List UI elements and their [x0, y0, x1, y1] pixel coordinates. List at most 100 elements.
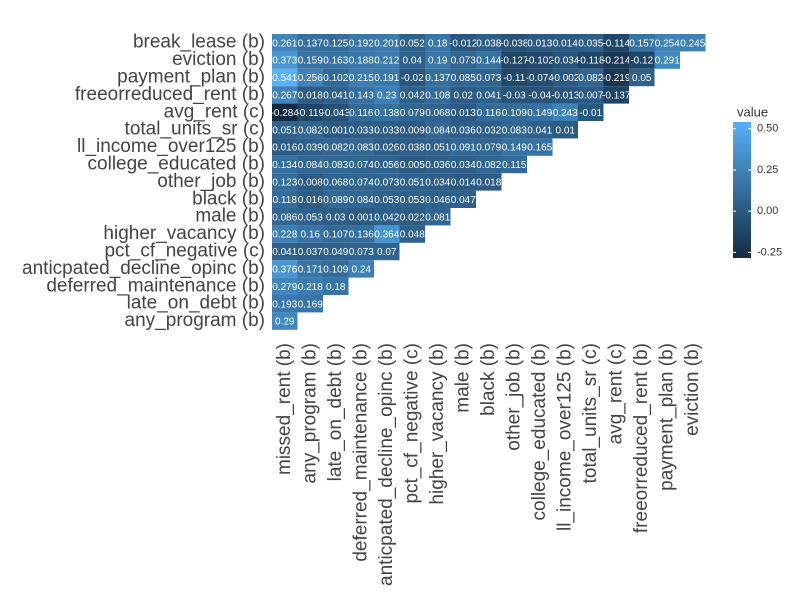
cell-label: 0.056 — [374, 160, 399, 171]
cell-label: 0.014 — [451, 178, 476, 189]
cell-label: 0.143 — [349, 91, 374, 102]
cell — [425, 103, 451, 121]
cell-label: 0.01 — [556, 125, 576, 136]
cell — [552, 121, 578, 139]
column-label: avg_rent (c) — [605, 343, 626, 444]
cell — [272, 86, 298, 104]
cell — [297, 277, 323, 295]
cell — [348, 190, 374, 208]
cell-label: 0.074 — [349, 160, 374, 171]
cell — [399, 121, 425, 139]
cell — [323, 190, 349, 208]
colorbar-tick-label: 0.50 — [757, 123, 778, 135]
cell — [323, 34, 349, 52]
cell — [297, 295, 323, 313]
cell — [374, 121, 400, 139]
cell — [476, 155, 502, 174]
cell — [272, 155, 298, 174]
cell — [399, 34, 425, 52]
cell — [552, 86, 578, 104]
row-label: break_lease (b) — [133, 32, 265, 53]
cell-label: 0.192 — [349, 38, 374, 49]
cell-label: 0.109 — [502, 108, 527, 119]
cell — [297, 68, 323, 87]
cell-label: -0.043 — [322, 108, 351, 119]
cell — [323, 51, 349, 69]
cell — [450, 173, 476, 191]
cell — [272, 121, 298, 139]
cell — [348, 86, 374, 104]
cell — [348, 155, 374, 174]
cell-label: -0.137 — [602, 91, 631, 102]
cell — [501, 103, 527, 121]
cell-label: 0.074 — [349, 178, 374, 189]
cell — [425, 34, 451, 52]
cell-label: -0.118 — [577, 56, 605, 67]
cell — [552, 68, 578, 87]
cell — [323, 277, 349, 295]
cell-label: 0.047 — [451, 195, 476, 206]
column-label: higher_vacancy (b) — [427, 343, 448, 505]
cell — [578, 103, 604, 121]
cell-label: 0.041 — [527, 125, 552, 136]
cell — [450, 51, 476, 69]
cell — [603, 51, 629, 69]
cell-label: 0.083 — [349, 143, 374, 154]
cell — [450, 68, 476, 87]
cell — [399, 86, 425, 104]
cell-label: 0.001 — [323, 125, 348, 136]
cell-label: 0.037 — [298, 247, 323, 258]
cell-label: 0.035 — [578, 38, 603, 49]
cell — [578, 68, 604, 87]
cell-label: 0.29 — [275, 317, 295, 328]
row-label: anticpated_decline_opinc (b) — [22, 258, 265, 279]
cell — [654, 51, 680, 69]
cell — [399, 173, 425, 191]
cell-label: 0.267 — [272, 91, 297, 102]
row-label: payment_plan (b) — [117, 67, 265, 88]
cell-label: 0.118 — [273, 195, 298, 206]
cell — [425, 155, 451, 174]
cell — [272, 260, 298, 278]
cell-label: 0.04 — [403, 56, 423, 67]
cell-label: 0.18 — [326, 282, 346, 293]
cell — [323, 86, 349, 104]
cell-label: 0.291 — [655, 56, 680, 67]
column-label: any_program (b) — [299, 343, 320, 483]
cell — [501, 121, 527, 139]
cell-label: 0.007 — [578, 91, 603, 102]
cell — [501, 34, 527, 52]
cell-label: 0.042 — [400, 91, 425, 102]
cell-label: 0.079 — [476, 143, 501, 154]
cell-label: -0.114 — [602, 38, 630, 49]
cell — [399, 208, 425, 226]
cell-label: -0.11 — [503, 73, 525, 84]
cell-label: 0.082 — [298, 125, 323, 136]
cell-label: 0.036 — [425, 160, 450, 171]
column-label: ll_income_over125 (b) — [554, 343, 575, 531]
cell-label: 0.041 — [272, 247, 297, 258]
cell — [629, 34, 655, 52]
cell — [297, 86, 323, 104]
cell-label: 0.014 — [553, 38, 578, 49]
legend-title: value — [737, 104, 768, 119]
cell — [348, 242, 374, 261]
cell-label: 0.073 — [374, 178, 399, 189]
cell-label: 0.053 — [298, 212, 323, 223]
cell-label: 0.193 — [272, 299, 297, 310]
cell — [527, 34, 553, 52]
cell-label: 0.082 — [476, 160, 501, 171]
row-label: black (b) — [192, 188, 265, 209]
cell-label: 0.373 — [272, 56, 297, 67]
cell — [527, 138, 553, 156]
cell-label: 0.068 — [323, 178, 348, 189]
cell — [527, 103, 553, 121]
cell-label: 0.243 — [553, 108, 578, 119]
cell-label: 0.364 — [374, 230, 399, 241]
cell — [272, 225, 298, 243]
cell-label: 0.02 — [454, 91, 474, 102]
cell-label: 0.137 — [298, 38, 323, 49]
row-label: other_job (b) — [157, 171, 265, 192]
cell-label: 0.016 — [272, 143, 297, 154]
cell-label: -0.119 — [296, 108, 324, 119]
